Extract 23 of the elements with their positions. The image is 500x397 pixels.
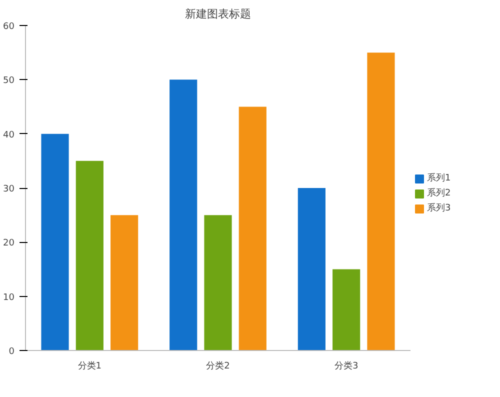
x-tick-label: 分类3 [334,360,358,372]
legend-label: 系列1 [427,172,451,184]
x-tick-label: 分类2 [206,360,230,372]
bar [238,106,266,350]
bar [110,215,138,350]
y-tick-label: 30 [3,184,15,194]
bar [332,269,360,350]
x-tick-label: 分类1 [78,360,102,372]
y-tick-label: 60 [3,22,15,32]
y-tick-label: 40 [3,130,15,140]
bar [298,188,326,350]
bar [41,134,69,350]
y-tick-label: 0 [8,347,15,357]
bar [76,160,104,350]
bar [204,215,232,350]
y-tick-label: 20 [3,238,15,249]
legend-label: 系列2 [427,187,451,200]
legend-label: 系列3 [427,202,451,214]
bar [367,52,395,350]
chart-title: 新建图表标题 [185,8,251,20]
y-tick-label: 50 [3,76,15,86]
y-tick-label: 10 [3,292,15,303]
bar [170,80,198,350]
